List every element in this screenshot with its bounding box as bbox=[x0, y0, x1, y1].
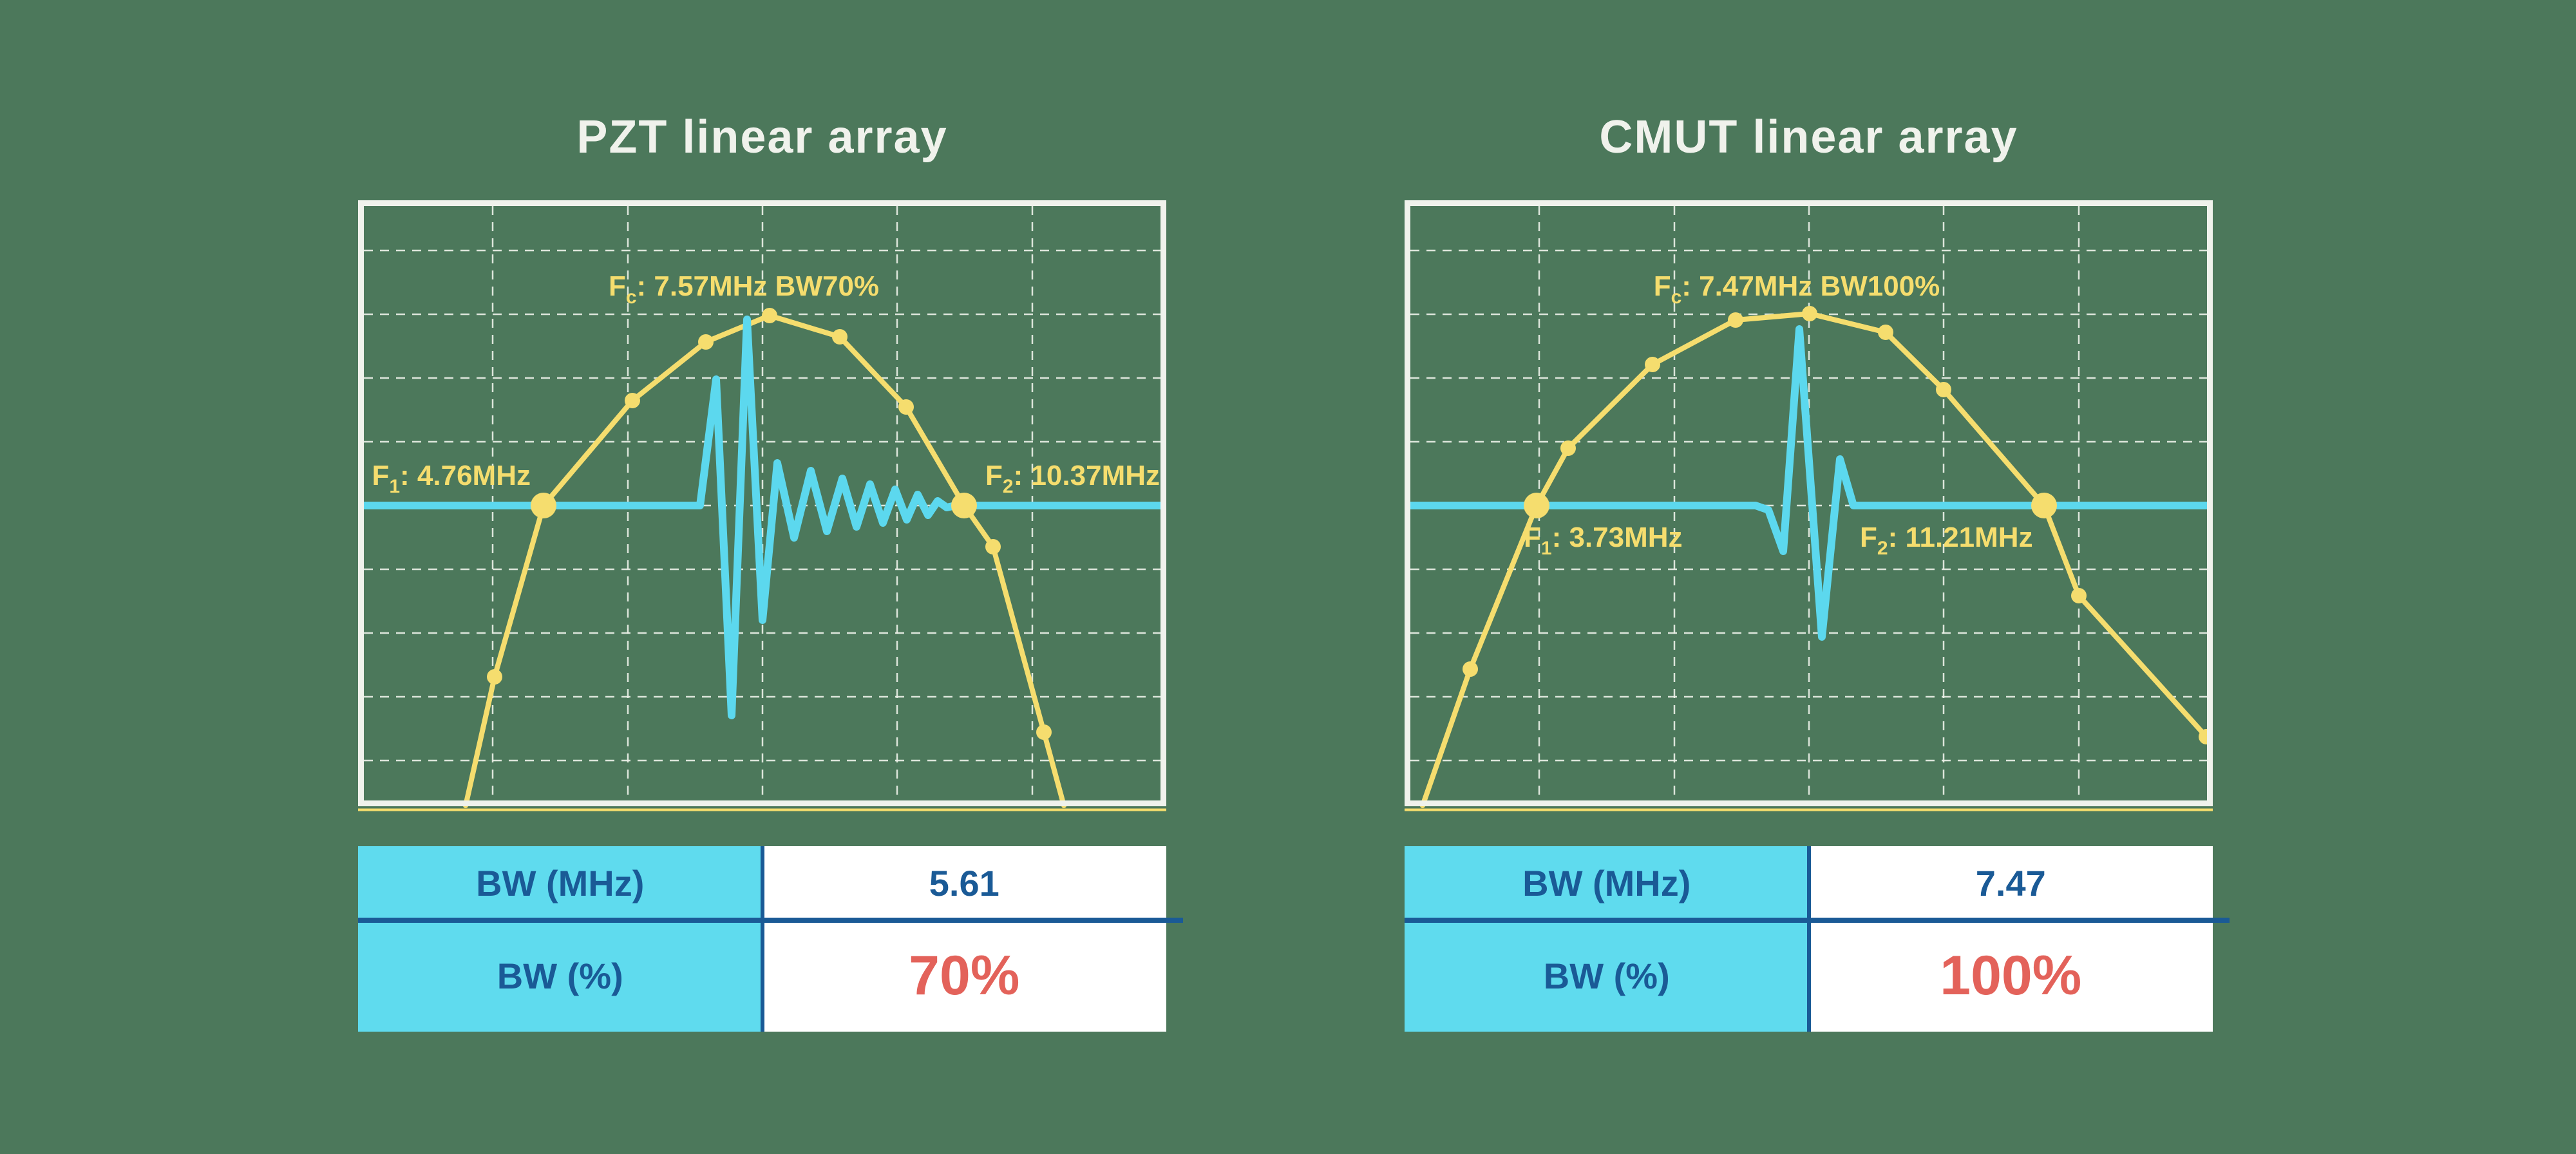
bw-percent-value: 100% bbox=[1808, 920, 2213, 1032]
bw-percent-label: BW (%) bbox=[358, 920, 762, 1032]
bw-mhz-value: 7.47 bbox=[1808, 846, 2213, 920]
data-point-dot bbox=[985, 539, 1001, 554]
bw-percent-value: 70% bbox=[762, 920, 1166, 1032]
pulse-waveform bbox=[1405, 325, 2213, 641]
bandwidth-marker-dot bbox=[1524, 493, 1549, 518]
data-point-dot bbox=[762, 308, 777, 323]
annotation-fc: Fc: 7.47MHz BW100% bbox=[1654, 270, 1940, 308]
spectrum-curve bbox=[463, 313, 1066, 808]
bw-percent-label: BW (%) bbox=[1405, 920, 1809, 1032]
bandwidth-marker-dot bbox=[531, 493, 556, 518]
data-point-dot bbox=[1036, 724, 1052, 740]
pulse-waveform bbox=[358, 316, 1166, 719]
table-row-divider bbox=[358, 918, 1183, 923]
bandwidth-marker-dot bbox=[2031, 493, 2057, 518]
annotation-f2: F2: 10.37MHz bbox=[985, 460, 1160, 497]
table-column-divider bbox=[760, 846, 764, 1032]
plot-border bbox=[1405, 200, 2213, 806]
cmut-panel: CMUT linear array Fc: 7.47MHz BW100% F1: … bbox=[1405, 0, 2230, 1154]
data-point-dot bbox=[487, 669, 502, 685]
data-point-dot bbox=[1802, 306, 1817, 321]
annotation-f1: F1: 4.76MHz bbox=[372, 460, 531, 497]
annotation-f1: F1: 3.73MHz bbox=[1524, 522, 1683, 559]
data-point-dot bbox=[898, 399, 914, 415]
data-point-dot bbox=[2071, 588, 2087, 603]
bw-mhz-label: BW (MHz) bbox=[358, 846, 762, 920]
bw-mhz-label: BW (MHz) bbox=[1405, 846, 1809, 920]
bandwidth-marker-dot bbox=[951, 493, 977, 518]
annotation-f2: F2: 11.21MHz bbox=[1860, 522, 2033, 559]
cmut-table: BW (MHz) 7.47 BW (%) 100% bbox=[1405, 846, 2230, 1032]
pzt-title: PZT linear array bbox=[576, 111, 948, 163]
table-row: BW (%) 100% bbox=[1405, 920, 2213, 1032]
table-row-divider bbox=[1405, 918, 2230, 923]
data-point-dot bbox=[1728, 312, 1743, 328]
annotation-fc: Fc: 7.57MHz BW70% bbox=[609, 270, 879, 308]
table-column-divider bbox=[1806, 846, 1811, 1032]
pzt-panel: PZT linear array Fc: 7.57MHz BW70% F1: 4.… bbox=[358, 0, 1183, 1154]
data-point-dot bbox=[625, 393, 640, 408]
table-row: BW (MHz) 7.47 bbox=[1405, 846, 2213, 920]
cmut-plot: Fc: 7.47MHz BW100% F1: 3.73MHz F2: 11.21MH… bbox=[1405, 200, 2213, 811]
data-point-dot bbox=[1645, 357, 1660, 372]
data-point-dot bbox=[1463, 661, 1478, 677]
data-point-dot bbox=[1936, 382, 1951, 397]
plot-border bbox=[358, 200, 1166, 806]
bw-mhz-value: 5.61 bbox=[762, 846, 1166, 920]
data-point-dot bbox=[698, 334, 714, 350]
data-point-dot bbox=[1560, 440, 1576, 456]
cmut-title: CMUT linear array bbox=[1599, 111, 2018, 163]
table-row: BW (%) 70% bbox=[358, 920, 1166, 1032]
data-point-dot bbox=[832, 329, 848, 345]
spectrum-curve bbox=[1420, 311, 2209, 808]
table-row: BW (MHz) 5.61 bbox=[358, 846, 1166, 920]
pzt-table: BW (MHz) 5.61 BW (%) 70% bbox=[358, 846, 1183, 1032]
data-point-dot bbox=[1878, 325, 1893, 340]
pzt-plot: Fc: 7.57MHz BW70% F1: 4.76MHz F2: 10.37MHz bbox=[358, 200, 1166, 811]
